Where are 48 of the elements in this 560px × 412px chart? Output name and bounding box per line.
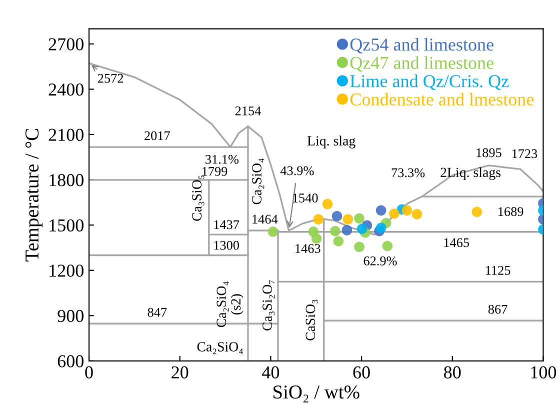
x-tick-label: 80	[444, 366, 461, 378]
annotation: Ca₂SiO₄	[197, 342, 243, 354]
y-tick-label: 2100	[48, 128, 84, 141]
annotation: 2Liq. slags	[440, 167, 501, 180]
y-tick-label: 600	[58, 355, 84, 368]
x-tick-label: 40	[262, 366, 280, 378]
x-axis-title: SiO₂ / wt%	[274, 385, 360, 402]
legend-label: Qz47 and limestone	[350, 56, 494, 72]
annotation: 1463	[296, 244, 320, 253]
annotation: 847	[148, 308, 167, 317]
y-tick-label: 900	[58, 310, 84, 322]
y-tick-label: 1500	[50, 219, 84, 232]
legend-label: Lime and Qz/Cris. Qz	[350, 74, 509, 90]
x-tick-label: 20	[172, 366, 188, 378]
annotation: 1799	[202, 166, 228, 176]
x-tick-label: 0	[85, 366, 93, 378]
annotation: Liq. slag	[307, 136, 356, 148]
annotation: 1125	[486, 266, 510, 275]
annotation: Ca₂SiO₄ (s2)	[216, 281, 244, 328]
annotation: Ca₂SiO₄	[252, 158, 264, 204]
annotation: CaSiO₃	[306, 300, 318, 340]
annotation: 1895	[476, 148, 502, 158]
annotation: 2154	[235, 106, 261, 116]
y-tick-label: 1800	[50, 174, 84, 186]
annotation: 1465	[444, 238, 470, 248]
annotation: 43.9%	[280, 166, 314, 176]
annotation: 1464	[252, 214, 278, 224]
y-axis-title: Temperature / °C	[25, 129, 43, 262]
annotation: 1437	[214, 220, 240, 230]
annotation: 62.9%	[364, 256, 397, 266]
annotation: 867	[488, 304, 508, 314]
annotation: 2017	[144, 131, 170, 140]
y-tick-label: 2700	[48, 38, 84, 50]
y-tick-label: 2400	[48, 83, 84, 96]
annotation: 1689	[498, 207, 524, 216]
x-tick-label: 100	[531, 366, 556, 378]
legend-label: Condensate and lmestone	[350, 92, 534, 106]
y-tick-label: 1200	[50, 264, 84, 277]
annotation: 2572	[98, 74, 124, 83]
annotation: Ca₃SiO₅	[192, 175, 204, 221]
legend-label: Qz54 and limestone	[350, 38, 494, 54]
x-tick-label: 60	[353, 366, 370, 378]
annotation: Ca₃Si₂O₇	[262, 280, 275, 330]
annotation: 31.1%	[206, 154, 239, 164]
annotation: 1300	[214, 240, 239, 250]
annotation: 73.3%	[392, 168, 425, 178]
annotation: 1540	[293, 194, 318, 202]
annotation: 1723	[512, 149, 538, 158]
